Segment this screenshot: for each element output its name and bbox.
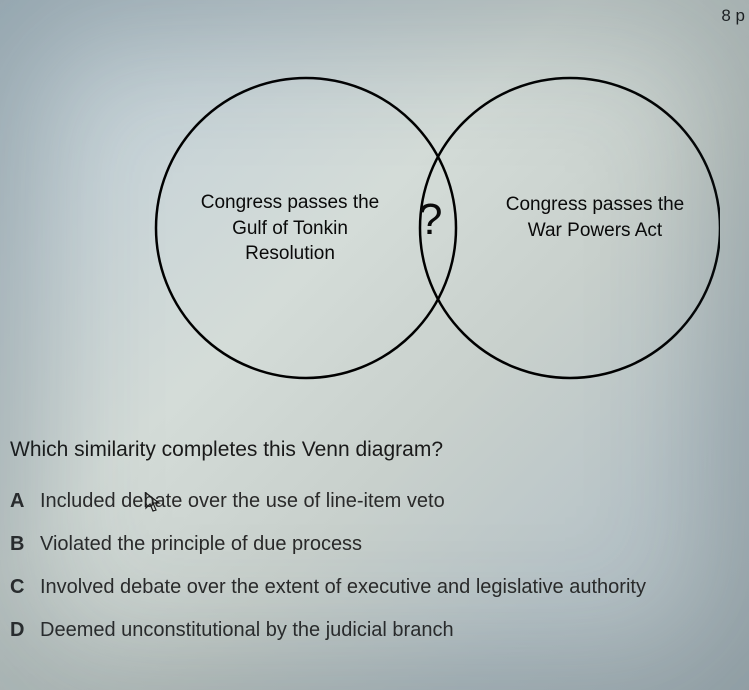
answer-options: A Included debate over the use of line-i… xyxy=(10,490,730,662)
option-letter: B xyxy=(10,533,40,556)
points-badge: 8 p xyxy=(721,6,745,26)
option-text: Deemed unconstitutional by the judicial … xyxy=(40,619,730,642)
option-b[interactable]: B Violated the principle of due process xyxy=(10,533,730,556)
venn-intersection-label: ? xyxy=(418,195,442,245)
option-text: Included debate over the use of line-ite… xyxy=(40,490,730,513)
option-d[interactable]: D Deemed unconstitutional by the judicia… xyxy=(10,619,730,642)
option-letter: C xyxy=(10,576,40,599)
option-letter: A xyxy=(10,490,40,513)
option-text: Violated the principle of due process xyxy=(40,533,730,556)
option-letter: D xyxy=(10,619,40,642)
venn-left-label: Congress passes the Gulf of Tonkin Resol… xyxy=(185,190,395,267)
question-text: Which similarity completes this Venn dia… xyxy=(10,438,443,462)
venn-right-label: Congress passes the War Powers Act xyxy=(495,192,695,243)
option-text: Involved debate over the extent of execu… xyxy=(40,576,730,599)
option-a[interactable]: A Included debate over the use of line-i… xyxy=(10,490,730,513)
venn-diagram: Congress passes the Gulf of Tonkin Resol… xyxy=(120,60,720,400)
option-c[interactable]: C Involved debate over the extent of exe… xyxy=(10,576,730,599)
